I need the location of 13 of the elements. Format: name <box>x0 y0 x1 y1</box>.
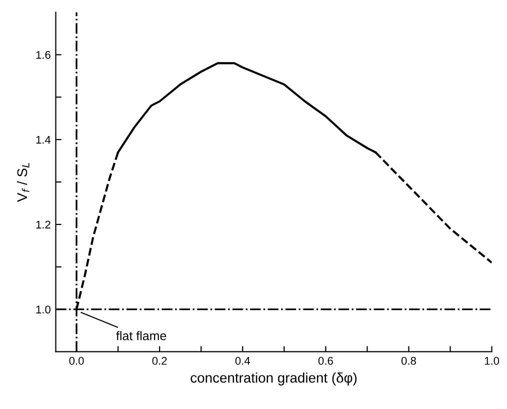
x-tick-label: 0.8 <box>401 356 416 365</box>
x-tick-label: 0.6 <box>318 356 333 365</box>
x-axis-title: concentration gradient (δφ) <box>190 372 357 386</box>
y-tick-label: 1.0 <box>36 306 50 314</box>
y-tick-label: 1.4 <box>36 136 51 144</box>
y-tick-label: 1.6 <box>36 50 50 59</box>
annotation: flat flame <box>116 331 166 340</box>
x-tick-label: 0.2 <box>152 356 167 365</box>
x-tick-label: 0.4 <box>235 356 250 365</box>
x-tick-label: 0.0 <box>69 356 84 365</box>
y-axis-title: V$_{f}$ / S$_{L}$ <box>16 163 30 202</box>
y-tick-label: 1.2 <box>36 220 50 228</box>
x-tick-label: 1.0 <box>484 356 500 365</box>
